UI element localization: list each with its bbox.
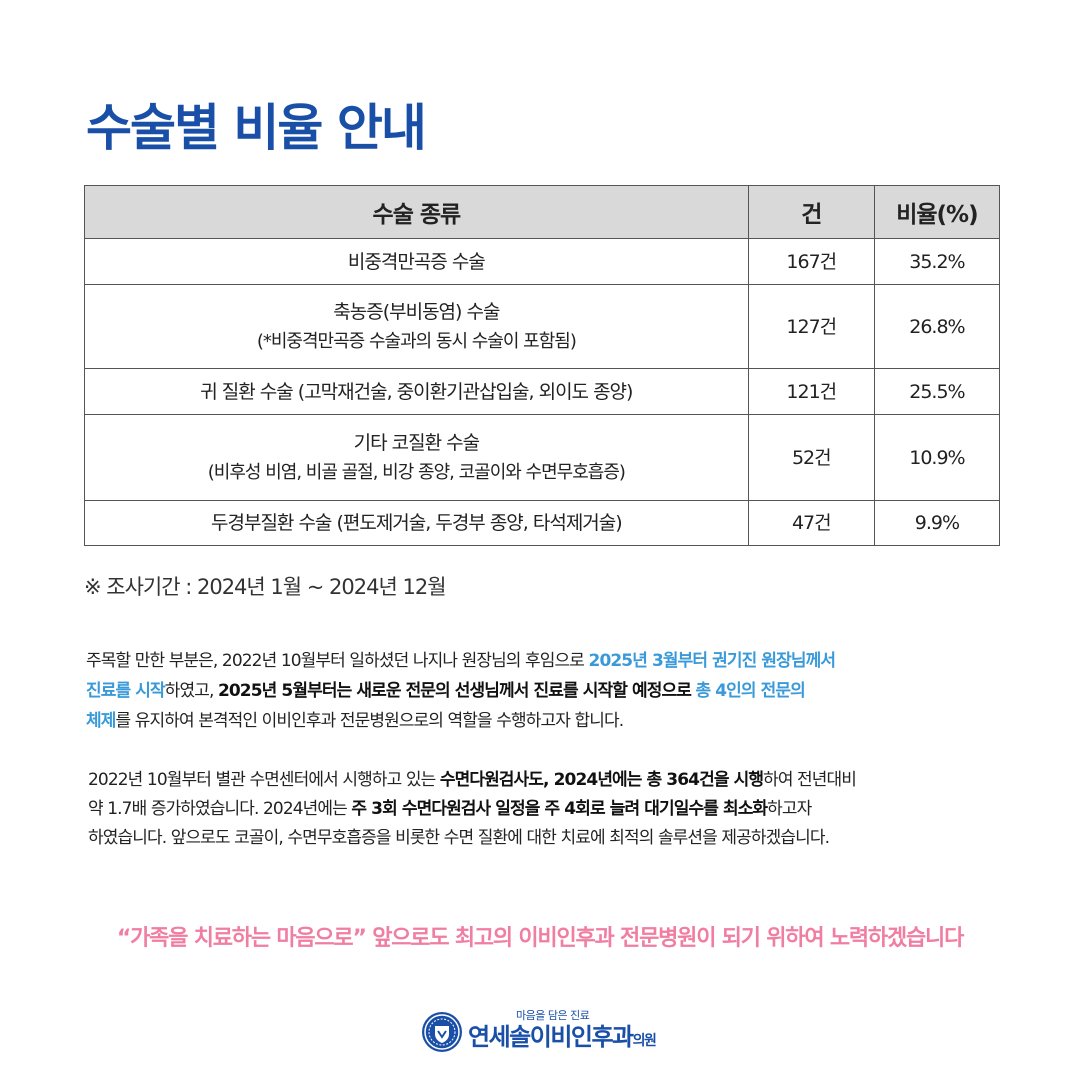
text-span: 약 1.7배 증가하였습니다. 2024년에는 <box>88 799 352 819</box>
text-span: 하여 전년대비 <box>763 770 857 790</box>
clinic-logo: 마음을 담은 진료 연세솔이비인후과의원 <box>422 1008 657 1056</box>
paragraph-line: 하였습니다. 앞으로도 코골이, 수면무호흡증을 비롯한 수면 질환에 대한 치… <box>88 828 830 848</box>
text-span: 하고자 <box>767 799 812 819</box>
text-span: 주목할 만한 부분은, 2022년 10월부터 일하셨던 나지나 원장님의 후임… <box>86 651 589 671</box>
bold-text: 2025년 5월부터는 새로운 전문의 선생님께서 진료를 시작할 예정으로 <box>217 681 692 701</box>
surgery-name: 기타 코질환 수술 <box>353 431 480 454</box>
count-cell: 47건 <box>747 500 875 546</box>
logo-name-suffix: 의원 <box>632 1033 657 1049</box>
page-title: 수술별 비율 안내 <box>86 99 427 157</box>
paragraph-line: 약 1.7배 증가하였습니다. 2024년에는 주 3회 수면다원검사 일정을 … <box>88 795 1008 824</box>
surgery-name-cell: 기타 코질환 수술 (비후성 비염, 비골 골절, 비강 종양, 코골이와 수면… <box>84 414 749 501</box>
surgery-note: (비후성 비염, 비골 골절, 비강 종양, 코골이와 수면무호흡증) <box>207 461 626 483</box>
ratio-cell: 25.5% <box>873 368 1001 415</box>
logo-name-main: 연세솔이비인후과 <box>468 1023 634 1051</box>
ratio-cell: 35.2% <box>873 238 1001 285</box>
text-span: 2022년 10월부터 별관 수면센터에서 시행하고 있는 <box>88 770 440 790</box>
text-span: 하였고, <box>164 681 218 701</box>
count-cell: 52건 <box>747 414 875 501</box>
surgery-ratio-table: 수술 종류 건 비율(%) 비중격만곡증 수술 167건 35.2% 축농증(부… <box>84 185 1001 546</box>
surgery-name-cell: 비중격만곡증 수술 <box>84 238 749 285</box>
table-row: 축농증(부비동염) 수술 (*비중격만곡증 수술과의 동시 수술이 포함됨) 1… <box>84 284 1001 369</box>
surgery-name: 축농증(부비동염) 수술 <box>333 300 500 323</box>
surgery-note: (*비중격만곡증 수술과의 동시 수술이 포함됨) <box>256 330 577 352</box>
logo-name: 연세솔이비인후과의원 <box>468 1023 657 1055</box>
clinic-emblem-icon <box>422 1012 462 1052</box>
table-row: 귀 질환 수술 (고막재건술, 중이환기관삽입술, 외이도 종양) 121건 2… <box>84 368 1001 415</box>
text-span: 를 유지하여 본격적인 이비인후과 전문병원으로의 역할을 수행하고자 합니다. <box>115 711 624 731</box>
table-row: 두경부질환 수술 (편도제거술, 두경부 종양, 타석제거술) 47건 9.9% <box>84 500 1001 546</box>
table-row: 비중격만곡증 수술 167건 35.2% <box>84 238 1001 285</box>
sleep-center-paragraph: 2022년 10월부터 별관 수면센터에서 시행하고 있는 수면다원검사도, 2… <box>88 766 1008 853</box>
table-header-row: 수술 종류 건 비율(%) <box>84 185 1001 239</box>
closing-slogan: “가족을 치료하는 마음으로” 앞으로도 최고의 이비인후과 전문병원이 되기 … <box>116 926 964 951</box>
surgery-name: 귀 질환 수술 (고막재건술, 중이환기관삽입술, 외이도 종양) <box>200 380 633 403</box>
paragraph-line: 2022년 10월부터 별관 수면센터에서 시행하고 있는 수면다원검사도, 2… <box>88 766 1008 795</box>
logo-tagline: 마음을 담은 진료 <box>516 1009 590 1022</box>
surgery-name-cell: 두경부질환 수술 (편도제거술, 두경부 종양, 타석제거술) <box>84 500 749 546</box>
bold-text: 주 3회 수면다원검사 일정을 주 4회로 늘려 대기일수를 최소화 <box>351 799 768 819</box>
paragraph-line: 진료를 시작하였고, 2025년 5월부터는 새로운 전문의 선생님께서 진료를… <box>86 676 1006 706</box>
surgery-name-cell: 축농증(부비동염) 수술 (*비중격만곡증 수술과의 동시 수술이 포함됨) <box>84 284 749 369</box>
ratio-cell: 10.9% <box>873 414 1001 501</box>
highlight-text: 체제 <box>86 711 116 731</box>
count-cell: 127건 <box>747 284 875 369</box>
surgery-name: 두경부질환 수술 (편도제거술, 두경부 종양, 타석제거술) <box>211 512 623 534</box>
highlight-text: 진료를 시작 <box>86 681 166 701</box>
highlight-text: 2025년 3월부터 권기진 원장님께서 <box>588 651 836 671</box>
staff-announcement-paragraph: 주목할 만한 부분은, 2022년 10월부터 일하셨던 나지나 원장님의 후임… <box>86 646 1006 736</box>
paragraph-line: 주목할 만한 부분은, 2022년 10월부터 일하셨던 나지나 원장님의 후임… <box>86 646 1006 676</box>
header-count: 건 <box>747 185 875 239</box>
ratio-cell: 9.9% <box>873 500 1001 546</box>
bold-text: 수면다원검사도, 2024년에는 총 364건을 시행 <box>439 770 764 790</box>
table-row: 기타 코질환 수술 (비후성 비염, 비골 골절, 비강 종양, 코골이와 수면… <box>84 414 1001 501</box>
survey-period: ※ 조사기간 : 2024년 1월 ~ 2024년 12월 <box>84 575 447 599</box>
paragraph-line: 체제를 유지하여 본격적인 이비인후과 전문병원으로의 역할을 수행하고자 합니… <box>86 706 1006 736</box>
header-surgery-type: 수술 종류 <box>84 185 749 239</box>
count-cell: 121건 <box>747 368 875 415</box>
ratio-cell: 26.8% <box>873 284 1001 369</box>
surgery-name-cell: 귀 질환 수술 (고막재건술, 중이환기관삽입술, 외이도 종양) <box>84 368 749 415</box>
surgery-name: 비중격만곡증 수술 <box>347 250 486 273</box>
highlight-text: 총 4인의 전문의 <box>695 681 805 701</box>
header-ratio: 비율(%) <box>873 185 1001 239</box>
count-cell: 167건 <box>747 238 875 285</box>
